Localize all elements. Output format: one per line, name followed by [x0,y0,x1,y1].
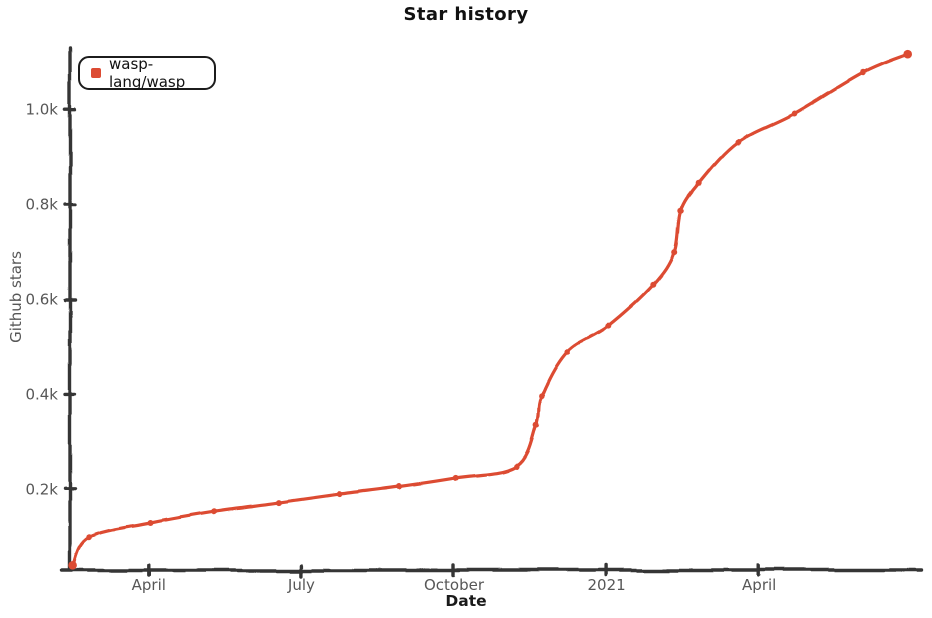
data-point [211,508,218,515]
y-tick-label: 0.8k [25,196,58,214]
x-tick-label: 2021 [588,576,626,594]
data-point [513,463,520,470]
data-point [336,491,343,498]
tick-labels: 0.2k 0.4k 0.6k 0.8k 1.0k April July October 2021… [25,101,776,594]
axis-lines [60,46,924,572]
data-point [396,483,402,490]
x-tick-label: April [132,576,166,594]
x-tick-label: October [424,576,485,594]
data-point [564,348,571,355]
series-wasp-lang-wasp [67,49,912,570]
data-point [735,139,742,145]
data-point [538,393,545,400]
data-point [147,519,154,526]
y-tick-label: 1.0k [25,101,58,119]
y-axis-label: Github stars [7,251,25,343]
legend: wasp-lang/wasp [78,55,216,91]
data-point [85,533,92,540]
y-tick-label: 0.6k [25,291,58,309]
y-tick-label: 0.4k [25,385,58,403]
data-point [903,49,912,59]
x-axis-label: Date [445,592,487,610]
x-tick-label: July [287,576,315,594]
series-line [70,52,910,567]
data-point [67,561,77,570]
data-point [533,421,540,428]
data-point [275,499,282,506]
data-point [452,474,459,481]
y-tick-label: 0.2k [25,480,58,498]
data-point [605,322,612,329]
x-tick-label: April [742,576,776,594]
data-point [650,281,657,288]
data-point [671,249,678,256]
chart-title: Star history [403,4,529,25]
axes [60,46,924,577]
data-point [859,69,866,76]
series-marker-icon [91,68,101,78]
data-point [677,208,684,215]
series-label: wasp-lang/wasp [109,55,186,91]
data-point [791,110,798,117]
data-point [696,180,703,187]
